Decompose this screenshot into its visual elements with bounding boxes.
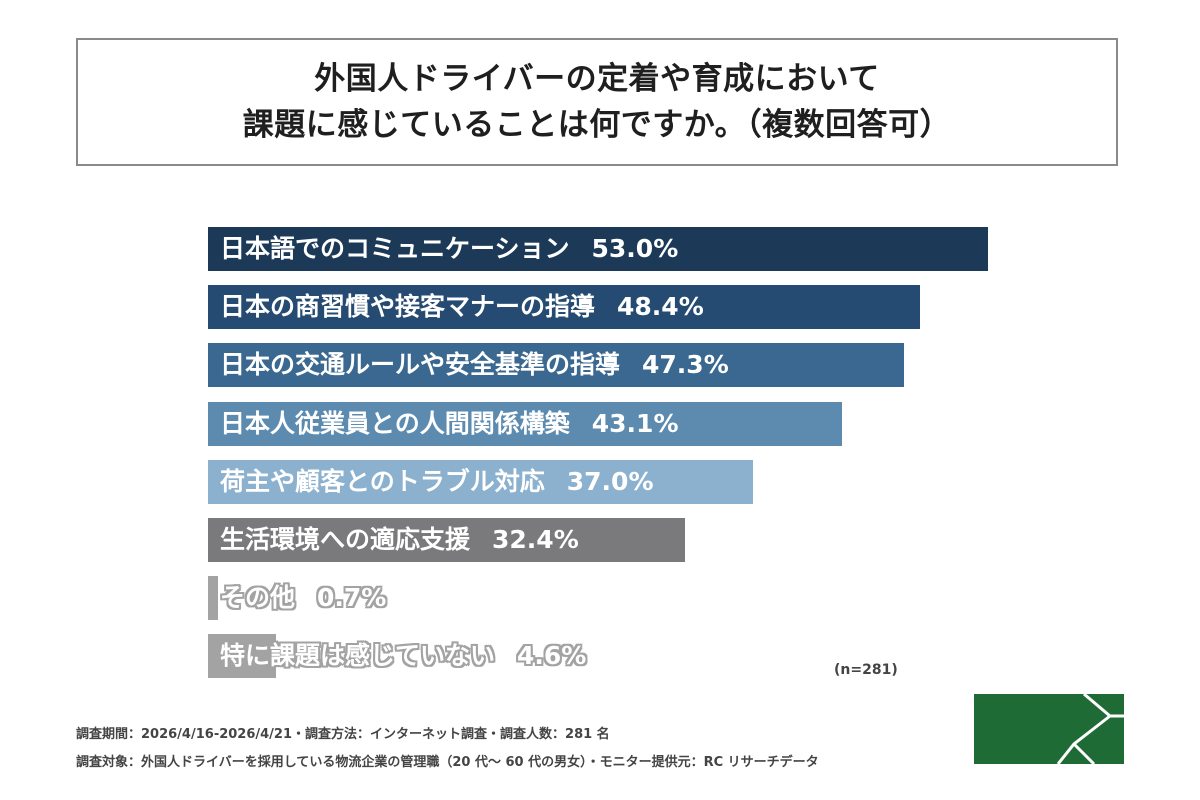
category-label: 日本の交通ルールや安全基準の指導: [220, 350, 621, 380]
bar-label-4: 日本人従業員との人間関係構築 43.1%: [220, 402, 679, 446]
bar-2: [208, 285, 921, 330]
value-label: 53.0%: [591, 234, 679, 263]
bar-label-1: 日本語でのコミュニケーション 53.0%: [220, 227, 678, 271]
bar-chart: 日本語でのコミュニケーション 53.0% 日本の商習慣や接客マナーの指導 48.4% 日…: [208, 227, 988, 679]
category-label: 日本人従業員との人間関係構築: [220, 408, 570, 438]
value-label: 43.1%: [591, 408, 679, 438]
bar-5: [208, 459, 753, 504]
bar-label-2: 日本の商習慣や接客マナーの指導 48.4%: [220, 285, 704, 329]
category-label: 日本語でのコミュニケーション: [220, 234, 570, 263]
category-label: 荷主や顧客とのトラブル対応: [220, 466, 545, 496]
value-label: 47.3%: [642, 350, 729, 380]
bar-label-8: 特に課題は感じていない 4.6%: [220, 634, 586, 678]
bar-3: [208, 343, 905, 388]
survey-info-line-1: 調査期間：2026/4/16-2026/4/21・調査方法：インターネット調査・…: [76, 727, 610, 742]
category-label: 日本の商習慣や接客マナーの指導: [220, 292, 596, 322]
bar-4: [208, 401, 843, 446]
chart-title-line-1: 外国人ドライバーの定着や育成において: [314, 61, 880, 97]
value-label: 32.4%: [492, 525, 579, 554]
bar-8: [208, 634, 276, 679]
survey-info-line-2: 調査対象：外国人ドライバーを採用している物流企業の管理職（20 代～ 60 代の…: [76, 755, 819, 770]
bar-6: [208, 518, 685, 562]
value-label: 4.6%: [517, 641, 587, 671]
sample-size-label: (n=281): [834, 662, 898, 678]
value-label: 37.0%: [566, 466, 654, 496]
category-label: 特に課題は感じていない: [220, 641, 496, 671]
company-logo-icon: [974, 694, 1124, 764]
value-label: 0.7%: [317, 583, 387, 613]
category-label: その他: [220, 583, 296, 613]
bar-label-6: 生活環境への適応支援 32.4%: [220, 518, 579, 562]
title-box: 外国人ドライバーの定着や育成において 課題に感じていることは何ですか。（複数回答…: [76, 38, 1118, 166]
category-label: 生活環境への適応支援: [220, 525, 471, 554]
chart-title-line-2: 課題に感じていることは何ですか。（複数回答可）: [242, 107, 952, 143]
bar-label-5: 荷主や顧客とのトラブル対応 37.0%: [220, 460, 654, 504]
bar-1: [208, 227, 988, 271]
bar-label-3: 日本の交通ルールや安全基準の指導 47.3%: [220, 343, 729, 387]
bar-label-7: その他 0.7%: [220, 576, 386, 620]
value-label: 48.4%: [617, 292, 704, 322]
bar-7: [208, 576, 219, 621]
